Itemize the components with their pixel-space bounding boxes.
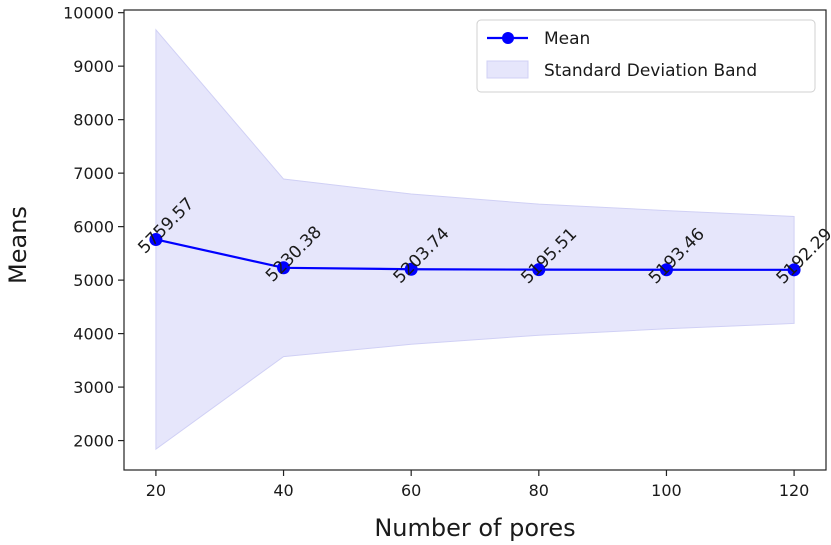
y-tick-label: 2000 (73, 432, 114, 451)
mean-markers (149, 232, 801, 277)
y-tick-label: 10000 (63, 4, 114, 23)
y-tick-label: 9000 (73, 57, 114, 76)
legend-band-swatch (486, 60, 529, 79)
legend: Mean Standard Deviation Band (476, 19, 816, 93)
mean-marker (277, 261, 291, 275)
mean-marker (787, 263, 801, 277)
y-tick-label: 5000 (73, 271, 114, 290)
y-tick-label: 6000 (73, 218, 114, 237)
mean-marker (659, 263, 673, 277)
std-band-area (155, 28, 795, 451)
legend-mean-marker (502, 32, 514, 44)
mean-marker (532, 263, 546, 277)
mean-series-line (155, 238, 795, 271)
x-tick-label: 40 (273, 481, 293, 500)
legend-band-label: Standard Deviation Band (544, 61, 757, 81)
x-tick-label: 20 (146, 481, 166, 500)
mean-marker (149, 232, 163, 246)
y-tick-label: 8000 (73, 111, 114, 130)
x-tick-label: 120 (779, 481, 810, 500)
x-tick-label: 100 (651, 481, 682, 500)
x-axis-ticks: 20 40 60 80 100 120 (146, 470, 810, 500)
mean-marker (404, 262, 418, 276)
x-axis-label: Number of pores (374, 514, 575, 542)
y-tick-label: 7000 (73, 164, 114, 183)
y-tick-label: 4000 (73, 325, 114, 344)
x-tick-label: 60 (401, 481, 421, 500)
y-axis-label: Means (4, 206, 32, 284)
legend-box (476, 19, 816, 93)
x-tick-label: 80 (529, 481, 549, 500)
y-axis-ticks: 2000 3000 4000 5000 6000 7000 8000 9000 10000 (63, 4, 124, 451)
plot-frame (123, 9, 827, 471)
legend-mean-label: Mean (544, 29, 590, 49)
y-tick-label: 3000 (73, 378, 114, 397)
plot-area: 5759.57 5230.38 5203.74 5195.51 5193.46 5192.… (134, 28, 831, 451)
